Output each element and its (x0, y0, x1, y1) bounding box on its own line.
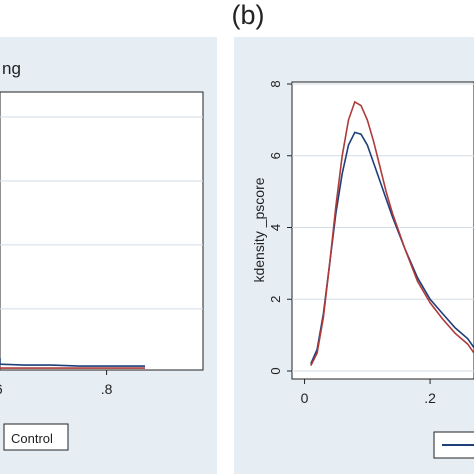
right-x-tick-label: .2 (424, 390, 436, 406)
chart-left: ng .6 .8 Control (0, 37, 217, 474)
left-series-line-0 (0, 358, 145, 367)
right-series-lines (310, 100, 474, 366)
left-x-tick-label: .6 (0, 381, 3, 397)
left-series-lines (0, 358, 145, 369)
left-title-fragment: ng (2, 59, 21, 78)
right-y-tick-label: 2 (268, 296, 283, 303)
right-series-line-1 (310, 100, 474, 366)
right-y-tick-label: 4 (268, 224, 283, 231)
left-series-line-1 (0, 367, 145, 369)
right-y-tick-label: 0 (268, 367, 283, 374)
right-x-ticks: 0.2 (301, 379, 436, 406)
panel-b-label: (b) (232, 0, 265, 30)
right-y-tick-label: 6 (268, 152, 283, 159)
left-x-tick-label: .8 (101, 381, 113, 397)
left-x-ticks: .6 .8 (0, 370, 113, 397)
left-legend-label-control: Control (11, 431, 53, 446)
right-y-tick-label: 8 (268, 80, 283, 87)
left-gridlines (0, 116, 203, 310)
right-y-ticks: 0 2 4 6 8 (268, 80, 292, 375)
left-legend-box (3, 423, 69, 451)
right-x-tick-label: 0 (301, 390, 309, 406)
right-gridlines (292, 83, 474, 372)
right-y-axis-label: kdensity _pscore (251, 177, 267, 282)
right-plot-area (291, 81, 474, 380)
left-plot-area (0, 91, 204, 371)
